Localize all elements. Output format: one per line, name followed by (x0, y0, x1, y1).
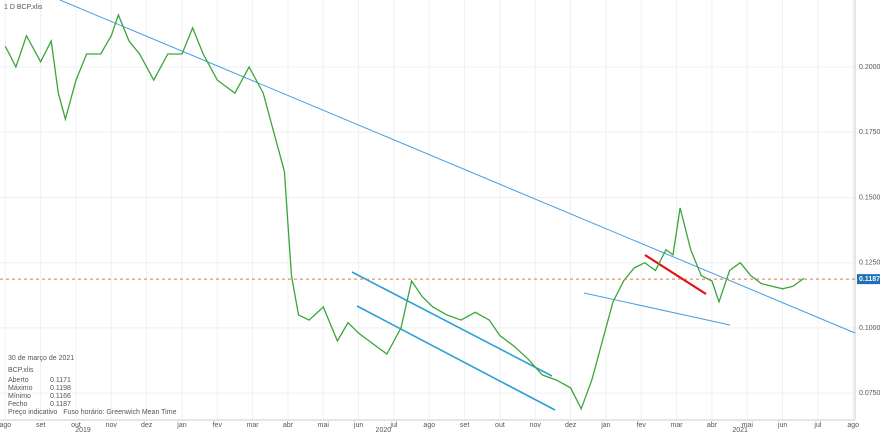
y-tick-label: 0.1000 (859, 325, 880, 332)
last-price-box (857, 274, 880, 285)
year-label: 2019 (75, 427, 91, 433)
x-tick-label: out (71, 422, 81, 429)
year-label: 2020 (376, 427, 392, 433)
x-tick-label: ago (0, 422, 11, 429)
year-label: 2021 (732, 427, 748, 433)
chart-title: 1 D BCP.xlis (4, 4, 43, 11)
info-label: Fecho (8, 401, 28, 408)
info-box: 30 de março de 2021 BCP.xlis Aberto 0.117… (8, 355, 177, 416)
x-tick-label: fev (637, 422, 647, 429)
x-tick-label: jun (353, 422, 363, 429)
info-footer: Preço indicativo Fuso horário: Greenwich… (8, 409, 177, 416)
x-tick-label: abr (283, 422, 294, 429)
x-tick-label: mai (318, 422, 330, 429)
x-tick-label: jan (176, 422, 186, 429)
info-label: Mínimo (8, 393, 31, 400)
info-value: 0.1171 (50, 377, 71, 384)
channel-top (351, 271, 553, 377)
x-tick-label: dez (141, 422, 153, 429)
x-tick-label: abr (707, 422, 718, 429)
x-tick-label: mai (742, 422, 754, 429)
info-symbol: BCP.xlis (8, 367, 34, 374)
y-tick-label: 0.1250 (859, 260, 880, 267)
x-tick-label: set (460, 422, 469, 429)
x-tick-label: nov (530, 422, 542, 429)
info-label: Aberto (8, 377, 29, 384)
grid (0, 0, 855, 420)
x-tick-label: jul (389, 422, 397, 429)
x-tick-label: ago (423, 422, 435, 429)
y-tick-label: 0.1500 (859, 194, 880, 201)
x-tick-label: fev (213, 422, 223, 429)
plot (0, 13, 855, 411)
info-rows: Aberto 0.1171 Máximo 0.1198 Mínimo 0.1166 Fech… (8, 377, 71, 408)
x-tick-label: mar (247, 422, 260, 429)
x-tick-label: nov (106, 422, 118, 429)
x-tick-label: jul (813, 422, 821, 429)
resistance-line (644, 254, 707, 295)
x-tick-label: out (495, 422, 505, 429)
price-line (4, 13, 805, 411)
channel-bottom (356, 305, 556, 411)
info-label: Máximo (8, 385, 33, 392)
info-date: 30 de março de 2021 (8, 355, 74, 362)
trend-line (59, 0, 856, 334)
support-line (583, 292, 731, 326)
y-tick-label: 0.1750 (859, 129, 880, 136)
info-value: 0.1166 (50, 393, 71, 400)
x-tick-label: ago (847, 422, 859, 429)
x-tick-label: mar (671, 422, 684, 429)
y-tick-label: 0.2000 (859, 64, 880, 71)
info-value: 0.1187 (50, 401, 71, 408)
x-tick-label: dez (565, 422, 577, 429)
x-tick-label: jun (777, 422, 787, 429)
y-tick-label: 0.0750 (859, 390, 880, 397)
x-tick-label: set (36, 422, 45, 429)
info-value: 0.1198 (50, 385, 71, 392)
x-tick-label: jan (600, 422, 610, 429)
last-price-label: 0.1187 (859, 276, 880, 283)
